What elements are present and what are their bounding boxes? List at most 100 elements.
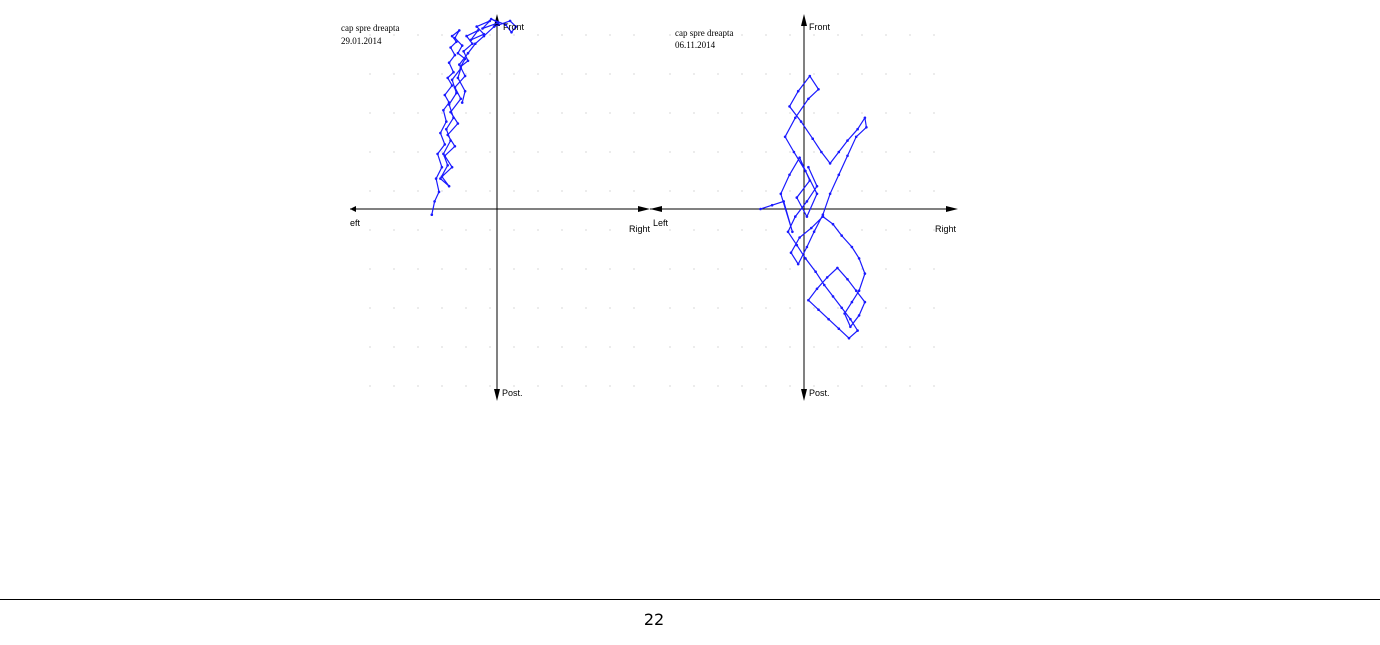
data-point xyxy=(447,103,451,106)
data-point xyxy=(850,300,854,304)
grid-dot xyxy=(465,268,467,270)
grid-dot xyxy=(537,151,539,153)
grid-dot xyxy=(489,385,491,387)
data-point xyxy=(447,61,451,64)
grid-dot xyxy=(393,307,395,309)
grid-dot xyxy=(465,73,467,75)
grid-dot xyxy=(609,190,611,192)
data-point xyxy=(788,105,791,108)
data-point xyxy=(456,51,460,55)
grid-dot xyxy=(417,34,419,36)
grid-dot xyxy=(717,151,719,153)
data-point xyxy=(821,215,825,218)
grid-dot xyxy=(789,190,791,192)
grid-dot xyxy=(465,151,467,153)
grid-dot xyxy=(465,385,467,387)
grid-dot xyxy=(633,34,635,36)
data-point xyxy=(857,257,861,260)
data-point xyxy=(792,150,796,154)
data-point xyxy=(447,101,451,104)
grid-dot xyxy=(489,268,491,270)
data-point xyxy=(446,76,450,80)
data-point xyxy=(805,245,809,249)
post-arrow-2 xyxy=(801,389,807,401)
data-point xyxy=(846,139,849,142)
grid-dot xyxy=(933,307,935,309)
data-point xyxy=(436,152,439,156)
data-point xyxy=(489,17,493,21)
grid-dots-1 xyxy=(369,34,635,387)
grid-dot xyxy=(393,268,395,270)
grid-dot xyxy=(909,307,911,309)
grid-dot xyxy=(813,151,815,153)
grid-dot xyxy=(393,34,395,36)
data-point xyxy=(817,88,820,91)
grid-dot xyxy=(369,385,371,387)
grid-dot xyxy=(489,307,491,309)
data-point xyxy=(823,283,826,287)
data-point xyxy=(443,143,447,146)
front-label-1: Front xyxy=(503,22,525,32)
grid-dot xyxy=(765,190,767,192)
grid-dot xyxy=(909,190,911,192)
data-point xyxy=(786,230,790,234)
grid-dot xyxy=(765,34,767,36)
data-point xyxy=(453,86,457,89)
grid-dot xyxy=(561,268,563,270)
grid-dot xyxy=(789,73,791,75)
grid-dot xyxy=(669,190,671,192)
grid-dot xyxy=(417,229,419,231)
data-point xyxy=(433,200,436,203)
data-point xyxy=(863,272,867,275)
grid-dot xyxy=(933,385,935,387)
grid-dot xyxy=(669,268,671,270)
grid-dot xyxy=(393,229,395,231)
left-label-2: Left xyxy=(653,218,669,228)
data-point xyxy=(807,165,810,169)
data-point xyxy=(459,67,463,70)
grid-dot xyxy=(585,307,587,309)
grid-dot xyxy=(441,268,443,270)
data-point xyxy=(434,177,438,180)
grid-dot xyxy=(369,229,371,231)
grid-dot xyxy=(837,385,839,387)
grid-dot xyxy=(441,385,443,387)
grid-dot xyxy=(441,151,443,153)
grid-dot xyxy=(465,346,467,348)
grid-dot xyxy=(441,229,443,231)
grid-dot xyxy=(489,34,491,36)
data-point xyxy=(453,145,457,148)
data-point xyxy=(449,139,452,142)
data-point xyxy=(865,126,868,129)
grid-dot xyxy=(669,73,671,75)
grid-dot xyxy=(765,307,767,309)
grid-dot xyxy=(717,307,719,309)
data-point xyxy=(805,200,809,203)
grid-dot xyxy=(741,151,743,153)
chart-2-date: 06.11.2014 xyxy=(675,40,716,50)
data-point xyxy=(759,207,762,211)
grid-dot xyxy=(885,34,887,36)
data-point xyxy=(443,154,447,158)
grid-dot xyxy=(837,34,839,36)
grid-dot xyxy=(789,346,791,348)
grid-dot xyxy=(441,346,443,348)
data-point xyxy=(789,251,793,254)
data-point xyxy=(446,164,450,167)
right-arrow-2 xyxy=(946,206,958,212)
grid-dot xyxy=(417,385,419,387)
grid-dot xyxy=(537,385,539,387)
data-point xyxy=(821,213,825,216)
grid-dot xyxy=(633,346,635,348)
grid-dot xyxy=(909,73,911,75)
grid-dot xyxy=(933,346,935,348)
grid-dot xyxy=(465,112,467,114)
front-arrow-2 xyxy=(801,14,807,26)
grid-dot xyxy=(465,190,467,192)
grid-dot xyxy=(885,385,887,387)
grid-dot xyxy=(693,268,695,270)
grid-dot xyxy=(417,73,419,75)
grid-dot xyxy=(489,151,491,153)
data-point xyxy=(840,306,843,310)
grid-dot xyxy=(609,385,611,387)
